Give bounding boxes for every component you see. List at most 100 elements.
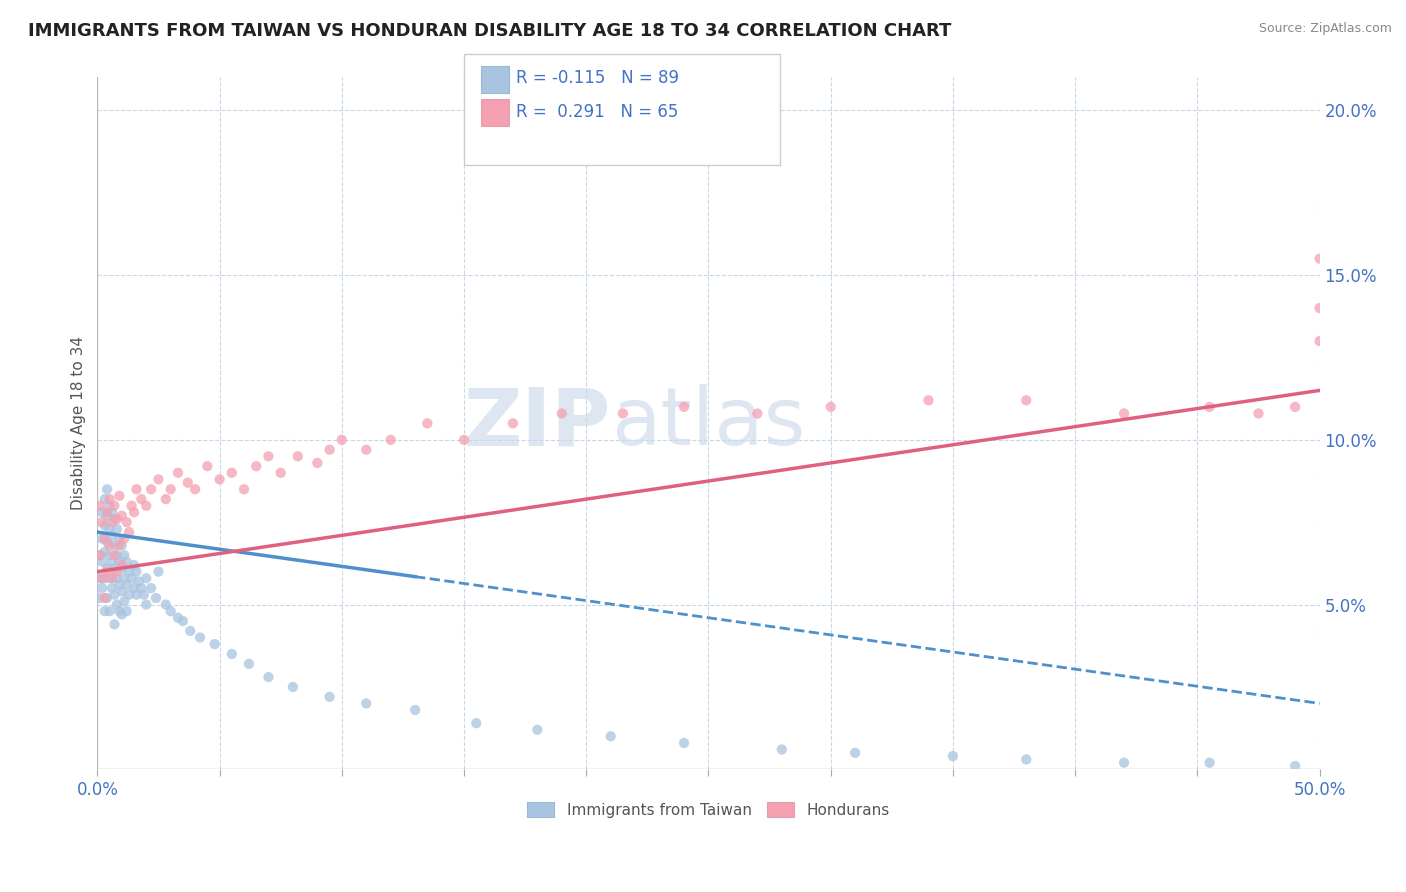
Point <box>91 532 114 546</box>
Point <box>233 483 256 497</box>
Point <box>93 591 115 605</box>
Point <box>673 400 696 414</box>
Point <box>257 450 280 464</box>
Point <box>204 637 226 651</box>
Point <box>135 598 157 612</box>
Point <box>93 545 115 559</box>
Point <box>159 604 181 618</box>
Point <box>96 505 118 519</box>
Point <box>121 571 143 585</box>
Point <box>135 499 157 513</box>
Point <box>96 591 118 605</box>
Point <box>93 532 115 546</box>
Text: IMMIGRANTS FROM TAIWAN VS HONDURAN DISABILITY AGE 18 TO 34 CORRELATION CHART: IMMIGRANTS FROM TAIWAN VS HONDURAN DISAB… <box>28 22 952 40</box>
Point <box>105 571 128 585</box>
Point <box>221 647 243 661</box>
Point <box>1309 334 1331 348</box>
Point <box>318 690 340 704</box>
Point <box>270 466 292 480</box>
Point <box>98 571 121 585</box>
Point <box>111 508 134 523</box>
Point <box>103 588 125 602</box>
Point <box>112 594 135 608</box>
Point <box>115 604 138 618</box>
Point <box>184 483 207 497</box>
Point <box>1309 252 1331 266</box>
Point <box>112 532 135 546</box>
Point <box>98 522 121 536</box>
Point <box>354 442 377 457</box>
Point <box>551 407 574 421</box>
Point <box>125 483 148 497</box>
Point <box>89 499 111 513</box>
Point <box>101 528 124 542</box>
Point <box>96 508 118 523</box>
Point <box>121 499 143 513</box>
Point <box>93 571 115 585</box>
Point <box>118 588 141 602</box>
Point <box>103 548 125 562</box>
Point <box>465 716 488 731</box>
Point <box>115 515 138 529</box>
Point <box>105 512 128 526</box>
Point <box>128 574 150 589</box>
Point <box>96 483 118 497</box>
Point <box>1247 407 1270 421</box>
Point <box>108 489 131 503</box>
Point <box>135 571 157 585</box>
Point <box>91 515 114 529</box>
Point <box>155 492 177 507</box>
Point <box>91 571 114 585</box>
Point <box>89 591 111 605</box>
Point <box>103 499 125 513</box>
Point <box>1309 301 1331 315</box>
Text: Source: ZipAtlas.com: Source: ZipAtlas.com <box>1258 22 1392 36</box>
Point <box>122 505 145 519</box>
Point <box>108 578 131 592</box>
Point <box>416 417 439 431</box>
Point <box>93 518 115 533</box>
Text: ZIP: ZIP <box>464 384 610 462</box>
Point <box>111 538 134 552</box>
Point <box>844 746 866 760</box>
Point <box>172 614 194 628</box>
Point <box>770 742 793 756</box>
Point <box>318 442 340 457</box>
Point <box>98 499 121 513</box>
Point <box>111 558 134 572</box>
Point <box>96 561 118 575</box>
Point <box>1015 393 1038 408</box>
Legend: Immigrants from Taiwan, Hondurans: Immigrants from Taiwan, Hondurans <box>520 796 896 824</box>
Point <box>330 433 353 447</box>
Point <box>98 604 121 618</box>
Point <box>111 561 134 575</box>
Point <box>125 565 148 579</box>
Point <box>599 730 621 744</box>
Point <box>673 736 696 750</box>
Point <box>155 598 177 612</box>
Point <box>257 670 280 684</box>
Point <box>89 571 111 585</box>
Point <box>101 571 124 585</box>
Point <box>112 548 135 562</box>
Point <box>89 548 111 562</box>
Point <box>96 565 118 579</box>
Point <box>108 604 131 618</box>
Point <box>139 581 162 595</box>
Point <box>111 584 134 599</box>
Point <box>1112 756 1135 770</box>
Point <box>612 407 634 421</box>
Point <box>380 433 402 447</box>
Point <box>122 558 145 572</box>
Point <box>91 581 114 595</box>
Point <box>89 548 111 562</box>
Point <box>101 515 124 529</box>
Point <box>118 525 141 540</box>
Point <box>167 611 190 625</box>
Point <box>404 703 426 717</box>
Point <box>221 466 243 480</box>
Point <box>91 555 114 569</box>
Point <box>942 749 965 764</box>
Point <box>111 607 134 622</box>
Point <box>1198 756 1220 770</box>
